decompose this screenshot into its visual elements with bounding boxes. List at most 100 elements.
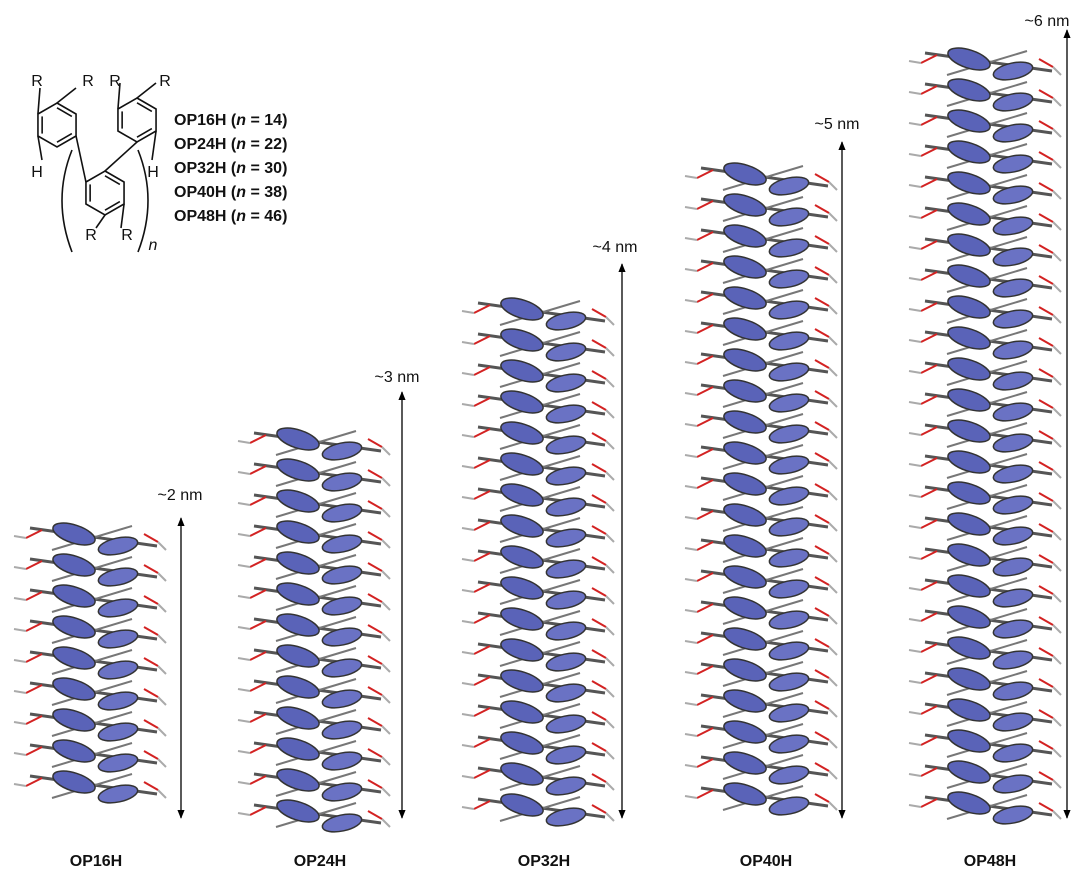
aromatic-ring xyxy=(498,666,545,697)
aromatic-ring xyxy=(721,593,768,624)
aromatic-ring xyxy=(498,387,545,418)
oxygen-bond xyxy=(815,515,829,523)
methyl-stub xyxy=(685,610,697,612)
methyl-stub xyxy=(1053,811,1061,819)
oxygen-bond xyxy=(1039,431,1053,439)
oxygen-bond xyxy=(592,619,606,627)
oxygen-bond xyxy=(474,460,490,468)
methyl-stub xyxy=(14,753,26,755)
methyl-stub xyxy=(238,596,250,598)
methyl-stub xyxy=(14,598,26,600)
oxygen-bond xyxy=(144,689,158,697)
aromatic-ring xyxy=(945,478,992,509)
oxygen-bond xyxy=(815,267,829,275)
oxygen-bond xyxy=(815,360,829,368)
aromatic-ring xyxy=(721,655,768,686)
oxygen-bond xyxy=(368,501,382,509)
compound-name: OP24H ( xyxy=(174,136,237,153)
methyl-stub xyxy=(606,410,614,418)
methyl-stub xyxy=(909,495,921,497)
methyl-stub xyxy=(158,697,166,705)
aromatic-ring xyxy=(721,562,768,593)
methyl-stub xyxy=(909,216,921,218)
oxygen-bond xyxy=(368,811,382,819)
methyl-stub xyxy=(1053,253,1061,261)
methyl-stub xyxy=(382,726,390,734)
methyl-stub xyxy=(829,709,837,717)
helix xyxy=(909,44,1061,827)
methyl-stub xyxy=(14,629,26,631)
aromatic-ring xyxy=(945,199,992,230)
oxygen-bond xyxy=(592,495,606,503)
oxygen-bond xyxy=(368,563,382,571)
methyl-stub xyxy=(909,712,921,714)
oxygen-bond xyxy=(592,712,606,720)
methyl-stub xyxy=(829,585,837,593)
oxygen-bond xyxy=(921,396,937,404)
oxygen-bond xyxy=(592,805,606,813)
compound-name: OP40H ( xyxy=(174,184,237,201)
oxygen-bond xyxy=(474,770,490,778)
aromatic-ring xyxy=(721,717,768,748)
oxygen-bond xyxy=(592,309,606,317)
repeat-count: = 46) xyxy=(246,208,287,225)
oxygen-bond xyxy=(368,687,382,695)
oxygen-bond xyxy=(250,590,266,598)
oxygen-bond xyxy=(921,117,937,125)
methyl-stub xyxy=(462,621,474,623)
oxygen-bond xyxy=(474,801,490,809)
methyl-stub xyxy=(1053,98,1061,106)
oxygen-bond xyxy=(921,272,937,280)
bond xyxy=(105,142,137,171)
methyl-stub xyxy=(909,805,921,807)
methyl-stub xyxy=(462,714,474,716)
oxygen-bond xyxy=(26,592,42,600)
oxygen-bond xyxy=(921,179,937,187)
oxygen-bond xyxy=(592,464,606,472)
methyl-stub xyxy=(606,596,614,604)
aromatic-ring xyxy=(274,672,321,703)
aromatic-ring xyxy=(721,159,768,190)
oxygen-bond xyxy=(250,621,266,629)
methyl-stub xyxy=(462,683,474,685)
methyl-stub xyxy=(685,238,697,240)
methyl-stub xyxy=(382,695,390,703)
methyl-stub xyxy=(1053,284,1061,292)
length-label: ~4 nm xyxy=(593,239,638,256)
oxygen-bond xyxy=(1039,152,1053,160)
oxygen-bond xyxy=(697,573,713,581)
oxygen-bond xyxy=(1039,59,1053,67)
methyl-stub xyxy=(606,379,614,387)
compound-label: OP48H (n = 46) xyxy=(174,208,287,225)
oxygen-bond xyxy=(697,542,713,550)
bond xyxy=(38,136,42,160)
aromatic-ring xyxy=(498,418,545,449)
methyl-stub xyxy=(685,517,697,519)
methyl-stub xyxy=(606,441,614,449)
methyl-stub xyxy=(606,689,614,697)
aromatic-ring xyxy=(945,323,992,354)
aromatic-ring xyxy=(274,734,321,765)
oxygen-bond xyxy=(697,666,713,674)
aromatic-ring xyxy=(945,106,992,137)
repeat-count: = 22) xyxy=(246,136,287,153)
oxygen-bond xyxy=(144,751,158,759)
aromatic-ring xyxy=(945,168,992,199)
oxygen-bond xyxy=(697,387,713,395)
methyl-stub xyxy=(462,311,474,313)
methyl-stub xyxy=(1053,749,1061,757)
methyl-stub xyxy=(909,92,921,94)
aromatic-ring xyxy=(721,686,768,717)
oxygen-bond xyxy=(474,708,490,716)
oxygen-bond xyxy=(921,768,937,776)
methyl-stub xyxy=(606,627,614,635)
oxygen-bond xyxy=(1039,369,1053,377)
aromatic-ring xyxy=(721,407,768,438)
aromatic-ring xyxy=(50,550,97,581)
helix-models xyxy=(14,30,1067,835)
helix-name: OP40H xyxy=(740,853,792,870)
oxygen-bond xyxy=(697,635,713,643)
methyl-stub xyxy=(829,275,837,283)
oxygen-bond xyxy=(1039,555,1053,563)
aromatic-ring xyxy=(498,573,545,604)
